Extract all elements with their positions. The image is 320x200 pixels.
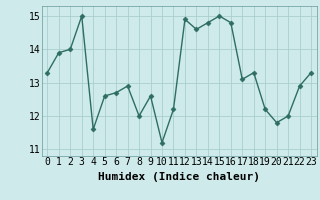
X-axis label: Humidex (Indice chaleur): Humidex (Indice chaleur) <box>98 172 260 182</box>
